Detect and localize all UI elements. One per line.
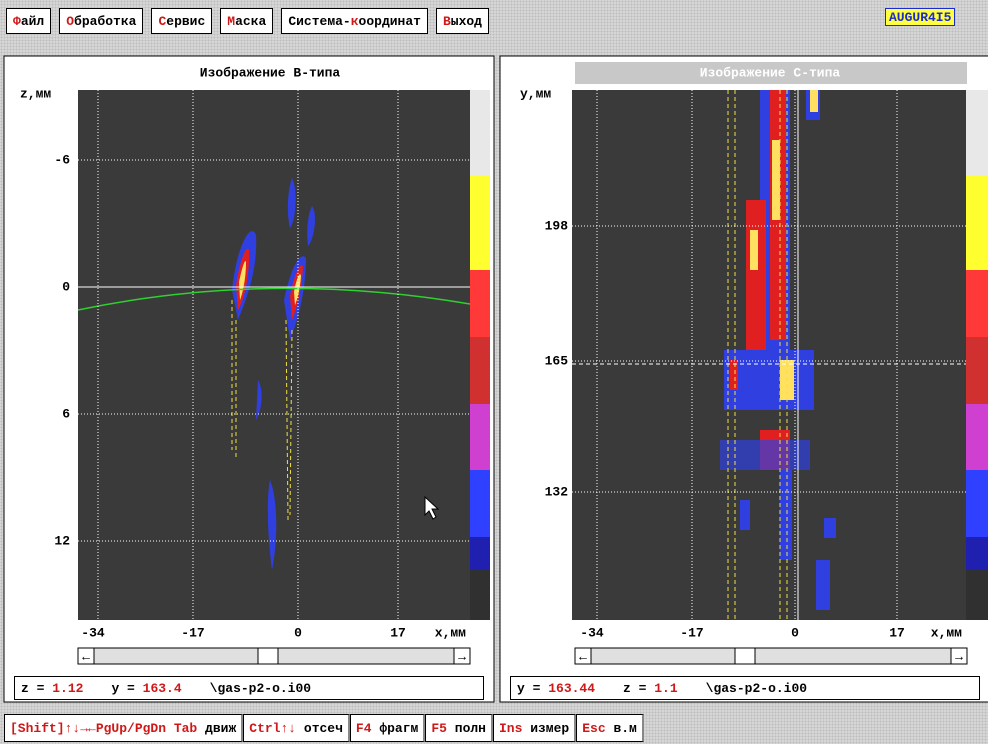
y-tick-label: 12 [54, 533, 70, 548]
y-axis-label: y,мм [520, 86, 551, 101]
help-label: в.м [613, 721, 636, 736]
x-tick-label: -34 [580, 625, 604, 640]
field-name: y = [517, 681, 540, 696]
panel-title: Изображение В-типа [200, 65, 341, 80]
field-name: y = [111, 681, 134, 696]
help-label: полн [455, 721, 486, 736]
spacer [606, 721, 614, 736]
spacer [372, 721, 380, 736]
help-key: F4 [356, 721, 372, 736]
y-tick-label: 132 [545, 484, 569, 499]
help-key: Ctrl↑↓ [249, 721, 296, 736]
help-label: измер [530, 721, 569, 736]
panel-title: Изображение С-типа [700, 65, 841, 80]
help-item: Ins измер [493, 714, 576, 742]
spacer [44, 681, 52, 696]
panels: ←→ ←→ Изображение В-типаz,мм-60612-34-17… [0, 0, 988, 744]
y-tick-label: 165 [545, 353, 569, 368]
spacer [197, 721, 205, 736]
x-axis-label: x,мм [435, 625, 466, 640]
help-label: фрагм [379, 721, 418, 736]
x-tick-label: 17 [390, 625, 406, 640]
help-item: Esc в.м [576, 714, 644, 742]
help-item: F5 полн [425, 714, 493, 742]
help-item: F4 фрагм [350, 714, 425, 742]
scrollbar[interactable]: ←→ [575, 648, 967, 664]
field-value: 163.44 [548, 681, 595, 696]
scrollbar[interactable]: ←→ [78, 648, 470, 664]
spacer [447, 721, 455, 736]
field-value: 1.1 [654, 681, 677, 696]
y-tick-label: 0 [62, 279, 70, 294]
svg-text:→: → [955, 649, 963, 664]
status-box: z = 1.12 y = 163.4 \gas-p2-o.i00 [14, 676, 484, 700]
svg-text:→: → [458, 649, 466, 664]
field-name: z = [21, 681, 44, 696]
help-item: Ctrl↑↓ отсеч [243, 714, 350, 742]
x-tick-label: 0 [294, 625, 302, 640]
y-tick-label: 6 [62, 406, 70, 421]
x-tick-label: -17 [680, 625, 703, 640]
spacer [296, 721, 304, 736]
spacer [522, 721, 530, 736]
help-key: [Shift]↑↓→←PgUp/PgDn Tab [10, 721, 197, 736]
x-tick-label: 17 [889, 625, 905, 640]
field-name: z = [623, 681, 646, 696]
x-tick-label: -17 [181, 625, 204, 640]
file-name: \gas-p2-o.i00 [706, 681, 807, 696]
y-axis-label: z,мм [20, 86, 51, 101]
help-item: [Shift]↑↓→←PgUp/PgDn Tab движ [4, 714, 243, 742]
field-value: 1.12 [52, 681, 83, 696]
file-name: \gas-p2-o.i00 [210, 681, 311, 696]
svg-text:←: ← [82, 649, 90, 664]
help-key: Ins [499, 721, 522, 736]
help-key: F5 [431, 721, 447, 736]
help-label: движ [205, 721, 236, 736]
x-tick-label: 0 [791, 625, 799, 640]
x-tick-label: -34 [81, 625, 105, 640]
screen: ФайлОбработкаСервисМаскаСистема-координа… [0, 0, 988, 744]
field-value: 163.4 [143, 681, 182, 696]
help-key: Esc [582, 721, 605, 736]
spacer [540, 681, 548, 696]
spacer [135, 681, 143, 696]
x-axis-label: x,мм [931, 625, 962, 640]
help-label: отсеч [304, 721, 343, 736]
y-tick-label: -6 [54, 152, 70, 167]
spacer [646, 681, 654, 696]
status-box: y = 163.44 z = 1.1 \gas-p2-o.i00 [510, 676, 980, 700]
svg-text:←: ← [579, 649, 587, 664]
y-tick-label: 198 [545, 218, 569, 233]
